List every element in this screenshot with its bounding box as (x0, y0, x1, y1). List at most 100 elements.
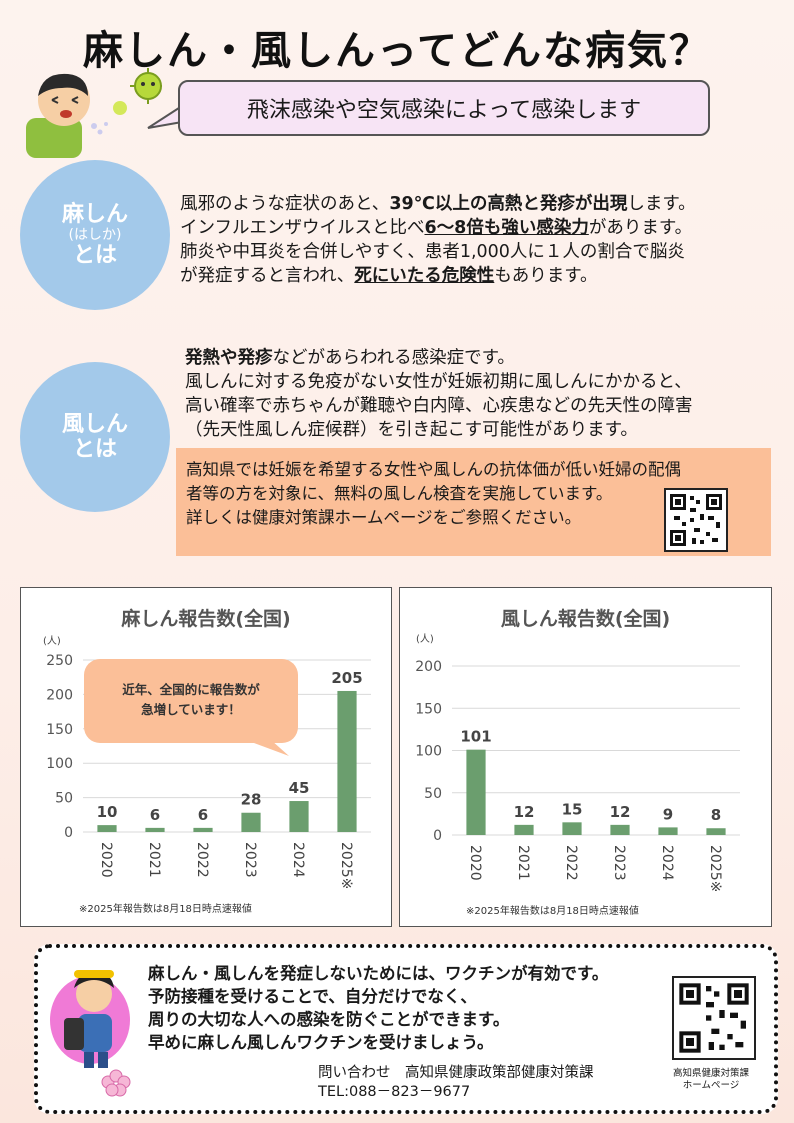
vaccine-line: 早めに麻しん風しんワクチンを受けましょう。 (148, 1033, 494, 1052)
x-tick-label: 2020 (98, 842, 114, 878)
vaccine-line: 予防接種を受けることで、自分だけでなく、 (148, 987, 477, 1006)
y-tick-label: 150 (415, 701, 442, 717)
measles-text: があります。 (588, 218, 693, 238)
rubella-chart-svg: 0 50 100 150 200 101 2020 12 2021 15 2022 12 2023 9 20… (415, 659, 740, 892)
chart-unit: (人) (416, 634, 434, 645)
measles-circle-reading: (はしか) (68, 226, 122, 243)
rubella-text: （先天性風しん症候群）を引き起こす可能性があります。 (185, 420, 638, 440)
x-tick-label: 2025※ (338, 842, 354, 889)
x-tick-label: 2023 (611, 845, 627, 881)
contact-info: 問い合わせ 高知県健康政策部健康対策課 TEL:088－823－9677 (318, 1064, 594, 1102)
measles-text: します。 (627, 194, 696, 214)
rubella-emphasis: 発熱や発疹 (185, 348, 273, 368)
bar (658, 827, 678, 835)
x-tick-label: 2020 (467, 845, 483, 881)
data-label: 8 (711, 806, 721, 824)
measles-chart: 麻しん報告数(全国) (人) 0 50 100 150 200 250 10 2020 6 202… (20, 587, 392, 927)
child-with-backpack-illustration (50, 970, 131, 1097)
info-text: 者等の方を対象に、無料の風しん検査を実施しています。 (186, 484, 613, 503)
y-tick-label: 150 (46, 722, 73, 738)
measles-text: もあります。 (494, 266, 598, 286)
measles-text: 肺炎や中耳炎を合併しやすく、患者1,000人に１人の割合で脳炎 (180, 242, 685, 262)
measles-emphasis-infectivity: 6～8倍も強い感染力 (424, 218, 589, 238)
bar (706, 828, 726, 835)
y-tick-label: 200 (415, 659, 442, 675)
rubella-circle: 風しん とは (20, 362, 170, 512)
qr-label: 高知県健康対策課 ホームページ (668, 1068, 754, 1092)
y-tick-label: 50 (55, 791, 73, 807)
bar (241, 812, 261, 832)
bar (514, 824, 534, 835)
contact-department: 問い合わせ 高知県健康政策部健康対策課 (318, 1065, 594, 1081)
y-tick-label: 0 (433, 828, 442, 844)
bar (289, 801, 309, 832)
y-tick-label: 200 (46, 687, 73, 703)
measles-text: が発症すると言われ、 (180, 266, 355, 286)
vaccine-message-box: 麻しん・風しんを発症しないためには、ワクチンが有効です。 予防接種を受けることで… (34, 944, 778, 1114)
y-tick-label: 0 (64, 825, 73, 841)
x-tick-label: 2025※ (707, 845, 723, 892)
measles-circle-title: 麻しん (61, 201, 128, 227)
qr-label-line: ホームページ (682, 1080, 740, 1091)
bar (466, 749, 486, 835)
rubella-circle-toha: とは (72, 437, 117, 462)
bar (337, 690, 357, 832)
data-label: 205 (331, 669, 362, 687)
data-label: 6 (150, 806, 160, 824)
page-title: 麻しん・風しんってどんな病気？ (83, 28, 711, 74)
measles-text: インフルエンザウイルスと比べ (180, 218, 425, 238)
vaccine-line: 周りの大切な人への感染を防ぐことができます。 (148, 1010, 510, 1029)
vaccine-message: 麻しん・風しんを発症しないためには、ワクチンが有効です。 予防接種を受けることで… (148, 962, 608, 1054)
rubella-description: 発熱や発疹などがあらわれる感染症です。 風しんに対する免疫がない女性が妊娠初期に… (185, 346, 693, 442)
x-tick-label: 2024 (290, 842, 306, 878)
data-label: 10 (97, 803, 118, 821)
callout-bubble (84, 659, 298, 743)
transmission-bubble: 飛沫感染や空気感染によって感染します (178, 80, 710, 136)
rubella-text: などがあらわれる感染症です。 (272, 348, 515, 368)
data-label: 15 (562, 800, 583, 818)
measles-text: 風邪のような症状のあと、 (180, 194, 390, 214)
y-tick-label: 100 (46, 756, 73, 772)
data-label: 12 (514, 803, 535, 821)
sick-child-illustration (26, 68, 162, 158)
bar (562, 822, 582, 835)
x-tick-label: 2024 (659, 845, 675, 881)
chart-unit: (人) (43, 636, 61, 647)
data-label: 28 (241, 791, 262, 809)
rubella-text: 風しんに対する免疫がない女性が妊娠初期に風しんにかかると、 (185, 372, 692, 392)
bar (97, 825, 117, 832)
vaccine-line: 麻しん・風しんを発症しないためには、ワクチンが有効です。 (148, 964, 609, 983)
data-label: 6 (198, 806, 208, 824)
callout-pointer (246, 740, 289, 756)
qr-code-icon[interactable] (664, 488, 728, 552)
qr-code-icon[interactable] (672, 976, 756, 1060)
measles-circle-toha: とは (72, 243, 117, 269)
chart-title: 麻しん報告数(全国) (121, 608, 291, 630)
measles-emphasis-death: 死にいたる危険性 (354, 266, 495, 286)
rubella-chart: 風しん報告数(全国) (人) 0 50 100 150 200 101 2020 12 2021… (399, 587, 772, 927)
chart-title: 風しん報告数(全国) (500, 608, 671, 630)
y-tick-label: 250 (46, 653, 73, 669)
measles-emphasis-fever: 39℃以上の高熱と発疹が出現 (389, 194, 628, 214)
transmission-text: 飛沫感染や空気感染によって感染します (246, 98, 642, 123)
measles-chart-svg: 0 50 100 150 200 250 10 2020 6 2021 6 2022 28 2023 45 2… (46, 653, 371, 889)
qr-label-line: 高知県健康対策課 (672, 1068, 749, 1079)
y-tick-label: 50 (424, 786, 442, 802)
y-tick-label: 100 (415, 744, 442, 760)
data-label: 101 (460, 728, 491, 746)
x-tick-label: 2022 (194, 842, 210, 878)
contact-phone: TEL:088－823－9677 (318, 1084, 471, 1100)
chart-note: ※2025年報告数は8月18日時点速報値 (466, 906, 639, 917)
rubella-text: 高い確率で赤ちゃんが難聴や白内障、心疾患などの先天性の障害 (185, 396, 693, 416)
measles-description: 風邪のような症状のあと、39℃以上の高熱と発疹が出現します。 インフルエンザウイ… (180, 192, 696, 288)
bar (610, 824, 630, 835)
chart-note: ※2025年報告数は8月18日時点速報値 (79, 904, 252, 915)
data-label: 12 (610, 803, 631, 821)
measles-circle: 麻しん (はしか) とは (20, 160, 170, 310)
x-tick-label: 2022 (563, 845, 579, 881)
data-label: 9 (663, 805, 673, 823)
x-tick-label: 2023 (242, 842, 258, 878)
data-label: 45 (289, 779, 310, 797)
rubella-circle-title: 風しん (61, 411, 128, 437)
bar (193, 827, 213, 832)
